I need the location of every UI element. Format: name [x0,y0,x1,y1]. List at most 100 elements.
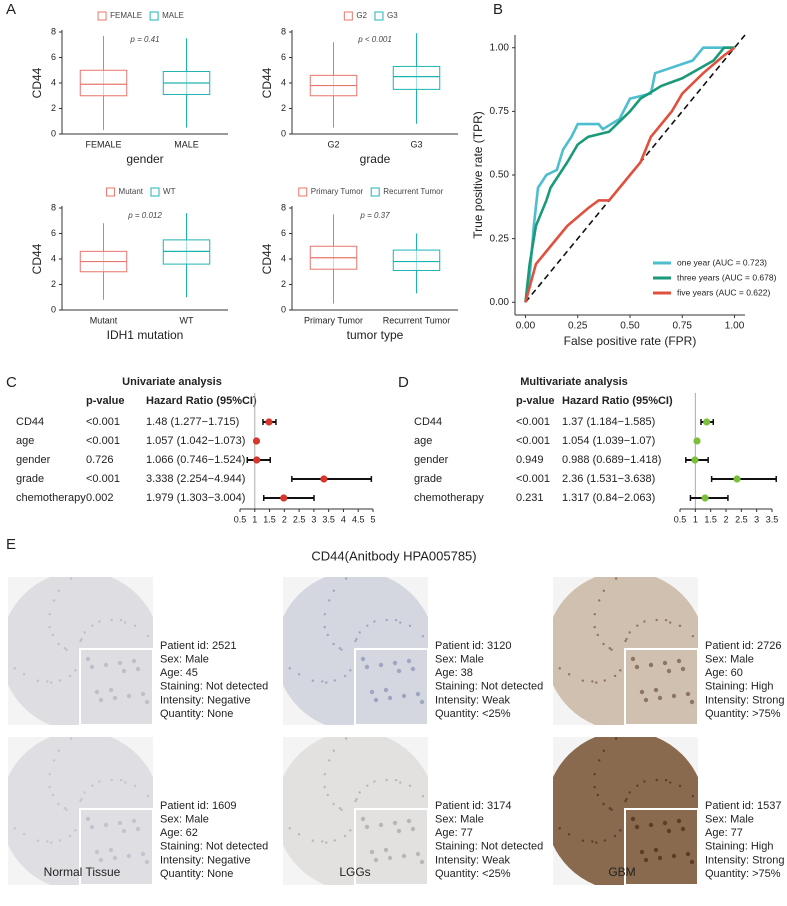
tissue-speck [421,794,425,798]
roc-curve [524,46,736,303]
inset-speck [103,822,109,828]
row-label: grade [414,473,442,485]
legend-swatch [370,187,380,197]
tissue-speck [567,833,571,836]
inset-speck [689,859,695,865]
roc-curve [524,46,735,303]
hazard-ratio: 1.066 (0.746−1.524) [146,454,245,466]
tissue-speck [355,637,358,641]
p-value: 0.231 [516,492,544,504]
tissue-speck [399,621,402,624]
tissue-speck [51,793,55,797]
tissue-speck [338,807,341,810]
hazard-point [733,475,741,483]
tissue-speck [700,644,702,646]
tissue-speck [58,839,61,842]
tissue-speck [603,679,606,682]
x-tick-label: 4 [341,514,346,524]
hazard-point [253,456,261,464]
hazard-point [693,437,701,445]
inset-speck [662,660,668,666]
case-info: Intensity: Strong [705,694,785,706]
row-label: chemotherapy [16,492,86,504]
tissue-speck [333,679,336,682]
inset-speck [383,847,389,853]
tissue-speck [69,737,73,740]
x-tick-label: 2.5 [293,514,306,524]
tissue-speck [664,618,668,622]
tissue-speck [581,839,585,842]
tissue-speck [155,644,157,646]
inset-speck [135,826,141,832]
tissue-speck [83,791,86,794]
tissue-speck [53,759,56,762]
hazard-ratio: 2.36 (1.531−3.638) [562,473,655,485]
inset-speck [85,656,91,662]
case-info: Sex: Male [435,654,484,666]
y-tick-label: 4 [51,77,56,87]
hazard-point [701,494,709,502]
inset-speck [671,853,677,859]
p-value: <0.001 [86,416,120,428]
inset-speck [89,824,95,830]
inset-speck [415,851,421,857]
tissue-speck [68,674,72,678]
inset-speck [378,662,384,668]
p-value-annotation: p = 0.012 [127,211,162,220]
tissue-speck [628,791,631,794]
box [162,239,211,265]
row-label: grade [16,473,44,485]
y-tick-label: 0.25 [490,233,510,244]
tissue-speck [338,647,341,650]
tissue-speck [343,674,347,678]
inset-speck [634,824,640,830]
tissue-speck [51,633,55,637]
tissue-speck [608,807,611,810]
inset-speck [383,687,389,693]
tissue-speck [321,680,324,683]
x-axis-title: gender [126,152,163,166]
panel-label: D [398,374,409,391]
tissue-speck [311,839,315,842]
y-tick-label: 0 [281,304,286,314]
tissue-speck [277,813,279,815]
case-info: Patient id: 1609 [160,800,236,812]
box [392,65,441,90]
inset-speck [396,668,402,674]
tissue-speck [593,625,596,629]
case-info: Intensity: Weak [435,694,510,706]
legend-swatch [343,11,353,21]
case-info: Age: 62 [160,827,198,839]
x-tick-label: 2 [723,514,728,524]
tissue-speck [48,612,51,616]
x-tick-label: 0.5 [234,514,247,524]
tissue-speck [13,827,16,830]
tissue-speck [598,599,601,602]
y-tick-label: 0.50 [490,170,510,181]
inset-speck [373,697,379,703]
tissue-speck [326,633,330,637]
legend-label: three years (AUC = 0.678) [677,272,777,282]
inset-speck [639,689,645,695]
case-info: Intensity: Strong [705,854,785,866]
inset-speck [648,822,654,828]
tissue-speck [36,839,40,842]
tissue-speck [596,793,600,797]
tissue-speck [311,679,315,682]
inset-speck [630,656,636,662]
x-tick-label: 1.5 [704,514,717,524]
inset-speck [630,816,636,822]
tissue-speck [394,618,398,622]
p-value: <0.001 [516,435,550,447]
y-tick-label: 6 [281,52,286,62]
x-tick-label: 0.75 [673,321,693,332]
inset-speck [94,689,100,695]
legend: FEMALE MALE [97,11,184,21]
inset-speck [131,818,137,824]
inset-speck [648,662,654,668]
tissue-speck [323,785,326,789]
p-value: <0.001 [86,473,120,485]
tissue-speck [325,681,328,684]
inset-speck [396,828,402,834]
tissue-speck [63,807,66,810]
